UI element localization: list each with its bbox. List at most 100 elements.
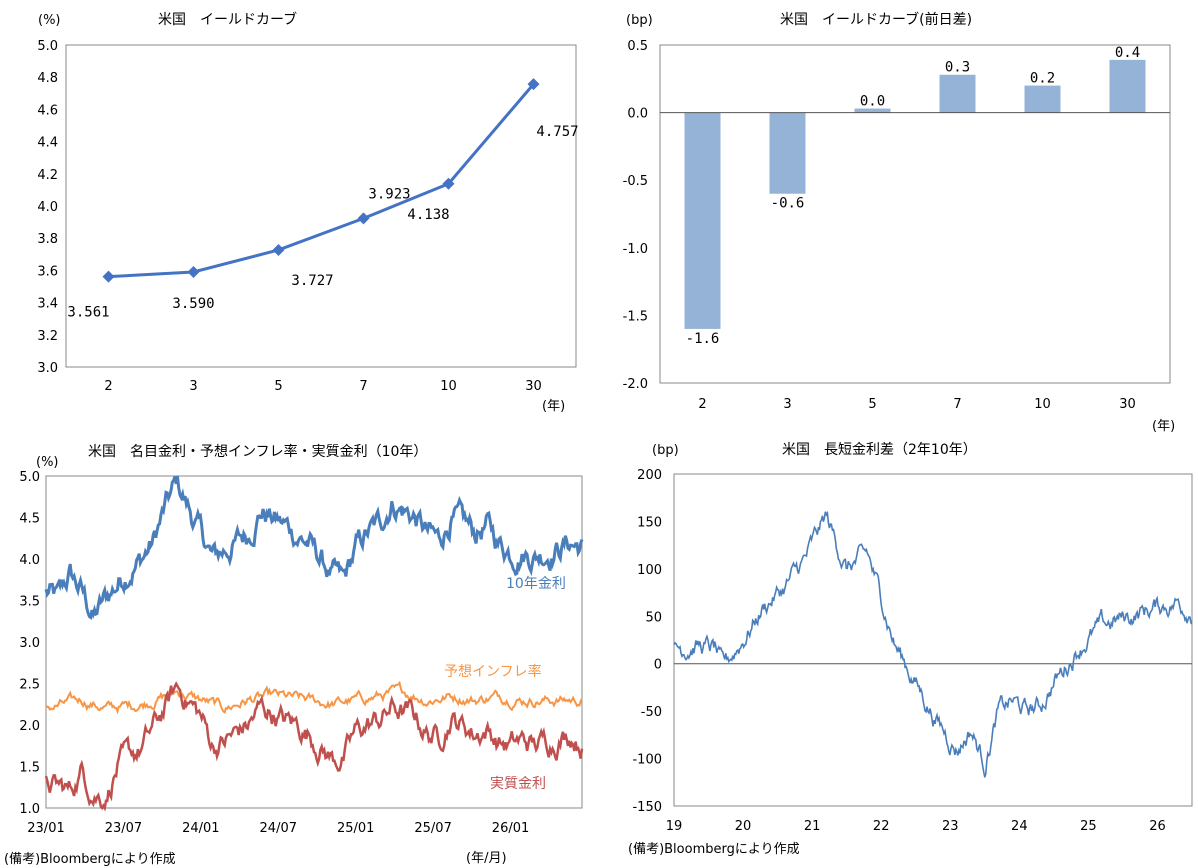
c1-data-label: 3.561 <box>67 305 109 321</box>
c3-xtick: 25/07 <box>414 821 451 836</box>
c3-legend-inflation: 予想インフレ率 <box>444 663 542 680</box>
c3-plot-area <box>45 475 583 809</box>
c3-xtick: 23/07 <box>105 821 142 836</box>
c4-plot-area <box>673 473 1193 807</box>
c3-ytick: 2.0 <box>19 719 40 734</box>
c4-ytick: 100 <box>637 563 662 578</box>
c2-data-label: 0.2 <box>1030 71 1055 87</box>
c1-ylabel: (%) <box>38 13 61 28</box>
c1-marker <box>527 78 540 91</box>
c1-ytick: 3.0 <box>37 361 58 376</box>
c4-xtick: 20 <box>735 819 752 834</box>
c2-data-label: -1.6 <box>686 331 720 347</box>
c1-x-tick-labels: 2 3 5 7 10 30 <box>104 379 541 394</box>
c3-xtick: 26/01 <box>492 821 529 836</box>
c3-legend-real: 実質金利 <box>490 776 546 792</box>
c3-ytick: 1.0 <box>19 802 40 817</box>
c2-plot-area <box>659 44 1171 384</box>
c2-ytick: -0.5 <box>623 174 648 189</box>
c1-ytick: 3.6 <box>37 264 58 279</box>
c4-ytick: -50 <box>641 705 662 720</box>
c2-data-label: -0.6 <box>771 196 805 212</box>
c2-data-label: 0.3 <box>945 60 970 76</box>
c2-y-tick-labels: 0.5 0.0 -0.5 -1.0 -1.5 -2.0 <box>623 39 648 392</box>
c1-title: 米国 イールドカーブ <box>158 11 297 28</box>
c2-data-label: 0.0 <box>860 94 885 110</box>
c1-data-label: 3.727 <box>291 273 333 289</box>
c2-ylabel: (bp) <box>626 13 653 28</box>
c1-data-label: 3.590 <box>172 296 214 312</box>
c4-ytick: -100 <box>632 753 662 768</box>
c1-marker <box>357 212 370 225</box>
c4-xtick: 25 <box>1080 819 1097 834</box>
note-left: (備考)Bloombergにより作成 <box>4 852 176 867</box>
c3-ytick: 4.0 <box>19 553 40 568</box>
c1-xtick: 5 <box>274 379 282 394</box>
c2-xlabel: (年) <box>1152 419 1175 434</box>
c4-xtick: 24 <box>1011 819 1028 834</box>
c1-xtick: 10 <box>440 379 457 394</box>
c4-ytick: -150 <box>632 800 662 815</box>
c1-series-line <box>108 83 535 279</box>
c1-ytick: 4.8 <box>37 71 58 86</box>
c3-ytick: 1.5 <box>19 761 40 776</box>
c1-ytick: 3.8 <box>37 232 58 247</box>
c3-series-nominal <box>44 475 584 620</box>
c2-bar <box>939 74 976 113</box>
c4-ytick: 50 <box>645 610 662 625</box>
c4-title: 米国 長短金利差（2年10年） <box>782 442 977 458</box>
c3-xtick: 25/01 <box>337 821 374 836</box>
c2-bar <box>769 112 806 194</box>
c3-series-inflation <box>45 680 583 715</box>
c4-xtick: 23 <box>942 819 959 834</box>
c1-ytick: 4.6 <box>37 103 58 118</box>
c2-bar <box>854 108 891 113</box>
c1-marker <box>187 266 200 279</box>
c4-x-tick-labels: 19 20 21 22 23 24 25 26 <box>666 819 1166 834</box>
c1-ytick: 4.4 <box>37 136 58 151</box>
c2-xtick: 30 <box>1119 397 1136 412</box>
c3-xtick: 23/01 <box>27 821 64 836</box>
c1-y-tick-labels: 5.0 4.8 4.6 4.4 4.2 4.0 3.8 3.6 3.4 3.2 3.0 <box>37 39 58 376</box>
c1-data-labels: 3.561 3.590 3.727 3.923 4.138 4.757 <box>67 124 578 321</box>
c1-xtick: 3 <box>189 379 197 394</box>
c4-ylabel: (bp) <box>652 443 679 458</box>
c3-xtick: 24/07 <box>260 821 297 836</box>
c4-xtick: 22 <box>873 819 890 834</box>
rates-chart: (%) 米国 名目金利・予想インフレ率・実質金利（10年） 5.0 4.5 4.0 3… <box>19 443 584 866</box>
c1-ytick: 4.2 <box>37 168 58 183</box>
c4-xtick: 21 <box>804 819 821 834</box>
c1-data-label: 4.138 <box>407 207 449 223</box>
spread-chart: (bp) 米国 長短金利差（2年10年） 200 150 100 50 0 -50 -100… <box>632 442 1193 834</box>
c4-series-spread <box>673 510 1193 778</box>
c1-xtick: 2 <box>104 379 112 394</box>
c1-ytick: 4.0 <box>37 200 58 215</box>
c2-xtick: 5 <box>868 397 876 412</box>
c2-xtick: 7 <box>953 397 961 412</box>
c4-xtick: 26 <box>1149 819 1166 834</box>
c2-bar <box>1109 59 1146 113</box>
c4-y-tick-labels: 200 150 100 50 0 -50 -100 -150 <box>632 468 662 815</box>
c2-data-label: 0.4 <box>1115 45 1140 61</box>
c2-xtick: 10 <box>1034 397 1051 412</box>
c1-xtick: 30 <box>525 379 542 394</box>
c3-ytick: 3.5 <box>19 595 40 610</box>
c1-marker <box>442 177 455 190</box>
c1-xlabel: (年) <box>542 399 565 414</box>
c1-data-label: 4.757 <box>536 124 578 140</box>
c1-ytick: 3.2 <box>37 329 58 344</box>
c1-ytick: 5.0 <box>37 39 58 54</box>
c3-y-tick-labels: 5.0 4.5 4.0 3.5 3.0 2.5 2.0 1.5 1.0 <box>19 470 40 817</box>
c1-ytick: 3.4 <box>37 297 58 312</box>
c3-xtick: 24/01 <box>182 821 219 836</box>
c2-ytick: -1.0 <box>623 242 648 257</box>
c3-x-tick-labels: 23/01 23/07 24/01 24/07 25/01 25/07 26/01 <box>27 821 529 836</box>
c4-xtick: 19 <box>666 819 683 834</box>
c2-title: 米国 イールドカーブ(前日差) <box>780 11 972 28</box>
c2-ytick: 0.5 <box>627 39 648 54</box>
c1-marker <box>272 243 285 256</box>
c2-ytick: -1.5 <box>623 309 648 324</box>
c4-ytick: 150 <box>637 515 662 530</box>
yield-curve-chart: (%) 米国 イールドカーブ 5.0 4.8 4.6 4.4 4.2 4.0 3.8 3.6 3… <box>37 11 578 414</box>
c1-data-label: 3.923 <box>368 186 410 202</box>
